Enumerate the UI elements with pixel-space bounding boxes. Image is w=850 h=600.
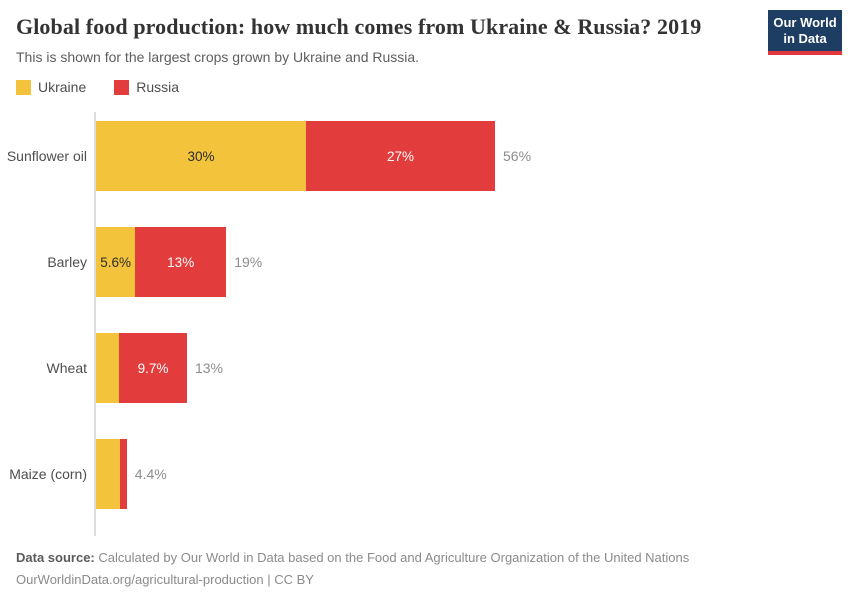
bar-row: 9.7% 13% xyxy=(96,324,850,430)
data-source-line: Data source: Calculated by Our World in … xyxy=(16,547,834,569)
bar-row: 5.6% 13% 19% xyxy=(96,218,850,324)
segment-value-label: 13% xyxy=(167,254,195,270)
stacked-bar xyxy=(96,439,127,509)
bar-row: 30% 27% 56% xyxy=(96,112,850,218)
stacked-bar: 5.6% 13% xyxy=(96,227,227,297)
total-cell: 56% xyxy=(503,121,531,191)
russia-bar-segment[interactable]: 9.7% xyxy=(119,333,187,403)
crop-label: Wheat xyxy=(46,360,87,376)
crop-label: Maize (corn) xyxy=(9,466,87,482)
ukraine-swatch-icon xyxy=(16,79,31,95)
total-cell: 13% xyxy=(195,333,223,403)
attribution-line[interactable]: OurWorldinData.org/agricultural-producti… xyxy=(16,572,314,587)
total-value-label: 19% xyxy=(234,254,263,270)
russia-bar-segment[interactable]: 13% xyxy=(135,227,227,297)
bar-chart: Sunflower oil Barley Wheat Maize (corn) 30%… xyxy=(0,112,850,536)
ukraine-bar-segment[interactable] xyxy=(96,439,120,509)
chart-footer: Data source: Calculated by Our World in … xyxy=(16,547,834,591)
bar-row: 4.4% xyxy=(96,430,850,536)
stacked-bar: 9.7% xyxy=(96,333,187,403)
owid-logo[interactable]: Our World in Data xyxy=(768,10,842,55)
stacked-bar: 30% 27% xyxy=(96,121,495,191)
crop-labels: Sunflower oil Barley Wheat Maize (corn) xyxy=(0,112,94,536)
total-cell: 19% xyxy=(234,227,262,297)
owid-logo-line2: in Data xyxy=(783,30,827,46)
crop-label: Sunflower oil xyxy=(6,148,87,164)
plot-area: 30% 27% 56% 5.6% 13% 19% 9.7% 13% 4.4% xyxy=(94,112,850,536)
ukraine-bar-segment[interactable]: 5.6% xyxy=(96,227,136,297)
russia-bar-segment[interactable] xyxy=(119,439,127,509)
segment-value-label: 5.6% xyxy=(100,254,131,270)
data-source-text: Calculated by Our World in Data based on… xyxy=(94,550,690,565)
legend: Ukraine Russia xyxy=(16,79,179,95)
data-source-label: Data source: xyxy=(16,550,95,565)
legend-item-russia[interactable]: Russia xyxy=(114,79,179,95)
segment-value-label: 9.7% xyxy=(137,360,169,376)
total-value-label: 56% xyxy=(503,148,532,164)
legend-label-russia: Russia xyxy=(136,79,180,95)
russia-swatch-icon xyxy=(114,79,130,95)
chart-subtitle: This is shown for the largest crops grow… xyxy=(16,49,420,65)
ukraine-bar-segment[interactable]: 30% xyxy=(96,121,306,191)
segment-value-label: 30% xyxy=(187,148,215,164)
crop-label: Barley xyxy=(47,254,87,270)
russia-bar-segment[interactable]: 27% xyxy=(306,121,495,191)
segment-value-label: 27% xyxy=(386,148,415,164)
total-value-label: 4.4% xyxy=(134,466,167,482)
owid-logo-line1: Our World xyxy=(773,15,837,30)
chart-title: Global food production: how much comes f… xyxy=(16,14,702,39)
total-value-label: 13% xyxy=(194,360,224,376)
legend-item-ukraine[interactable]: Ukraine xyxy=(16,79,86,95)
legend-label-ukraine: Ukraine xyxy=(38,79,87,95)
ukraine-bar-segment[interactable] xyxy=(96,333,120,403)
total-cell: 4.4% xyxy=(135,439,167,509)
